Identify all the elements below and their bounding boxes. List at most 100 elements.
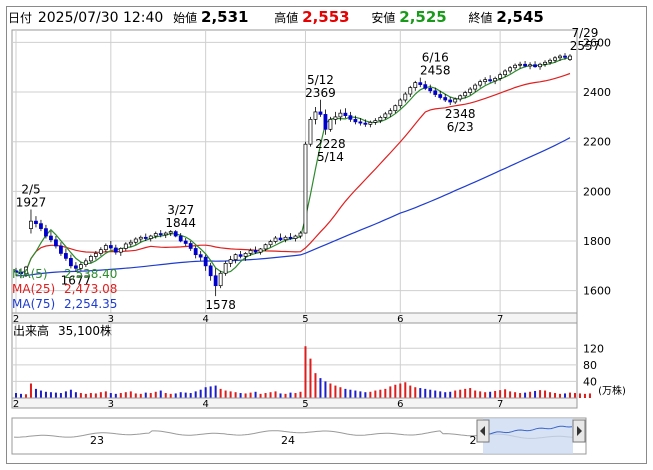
volume-bar	[159, 390, 162, 398]
candle	[188, 241, 193, 251]
candle	[198, 250, 203, 261]
volume-bar	[94, 393, 97, 398]
volume-bar	[344, 388, 347, 398]
month-strip-price	[11, 312, 578, 324]
candle	[123, 242, 128, 251]
volume-bar	[573, 393, 576, 398]
candle	[108, 241, 113, 250]
open-label: 始値	[173, 11, 198, 25]
candle	[413, 80, 418, 91]
volume-bar	[234, 392, 237, 398]
candle	[493, 76, 498, 85]
candle	[248, 248, 253, 256]
candle	[393, 104, 398, 114]
volume-panel	[11, 322, 578, 399]
candle	[273, 236, 278, 244]
volume-bar	[184, 392, 187, 398]
volume-bar	[144, 392, 147, 398]
price-tick-label: 2600	[583, 36, 611, 49]
volume-bar	[219, 388, 222, 398]
volume-bar	[514, 392, 517, 398]
volume-bar	[79, 393, 82, 398]
volume-bar	[254, 391, 257, 398]
candle	[233, 253, 238, 264]
candle	[433, 87, 438, 98]
candle	[163, 231, 168, 239]
candle	[508, 65, 513, 74]
svg-text:5/14: 5/14	[317, 150, 344, 164]
volume-bar	[414, 387, 417, 398]
candle	[44, 224, 48, 239]
candle	[263, 243, 268, 251]
month-label: 2	[13, 399, 19, 410]
candle	[298, 231, 303, 239]
ma5	[15, 56, 571, 274]
candle	[388, 108, 393, 117]
navigator-selection[interactable]	[483, 418, 573, 454]
volume-bar	[394, 384, 397, 398]
candle	[34, 216, 38, 228]
candle	[383, 111, 388, 120]
volume-bar	[439, 391, 442, 398]
ma5-legend-value: 2,538.40	[64, 267, 117, 281]
month-label: 6	[397, 399, 403, 410]
navigator-selection-line	[484, 425, 573, 435]
volume-bar	[89, 393, 92, 398]
volume-bar	[169, 393, 172, 398]
volume-bar	[504, 389, 507, 398]
volume-bar	[324, 381, 327, 398]
volume-bar	[334, 385, 337, 398]
svg-text:1677: 1677	[61, 274, 92, 288]
svg-text:6/16: 6/16	[422, 51, 449, 65]
svg-text:2557: 2557	[570, 39, 601, 53]
candle	[368, 120, 373, 128]
svg-text:5/12: 5/12	[307, 73, 334, 87]
volume-bar	[294, 393, 297, 398]
volume-bar	[299, 391, 302, 398]
candle	[498, 72, 503, 81]
volume-bar	[588, 393, 591, 398]
volume-bar	[154, 391, 157, 398]
price-panel	[11, 29, 578, 314]
candle	[49, 231, 53, 243]
candle	[438, 90, 443, 100]
candle	[19, 268, 23, 279]
candle	[538, 62, 542, 70]
volume-bar	[449, 391, 452, 398]
volume-bar	[444, 392, 447, 398]
candle	[218, 270, 223, 289]
volume-bar	[474, 390, 477, 398]
svg-text:2228: 2228	[315, 137, 346, 151]
month-label: 5	[302, 399, 308, 410]
candle	[548, 58, 552, 65]
candle	[568, 54, 572, 62]
volume-bar	[434, 390, 437, 398]
candle	[448, 97, 453, 105]
high-label: 高値	[274, 11, 299, 25]
candle	[193, 245, 198, 259]
volume-bar	[569, 392, 571, 398]
candle	[428, 84, 433, 94]
candle	[69, 254, 73, 269]
month-labels-volume: 2 3 4 5 6 7	[11, 397, 578, 410]
volume-bar	[69, 389, 72, 398]
volume-bar	[274, 391, 277, 398]
volume-bar	[349, 389, 352, 398]
open-value: 2,531	[201, 8, 249, 26]
candle-layer	[14, 53, 572, 297]
ma5-layer	[15, 56, 571, 274]
month-label: 3	[108, 399, 114, 410]
candle	[488, 75, 493, 83]
volume-bar	[564, 393, 567, 398]
price-tick-label: 2400	[583, 86, 611, 99]
volume-bar	[249, 392, 252, 398]
price-header: 日付 2025/07/30 12:40 始値 2,531 高値 2,553 安値…	[8, 8, 544, 30]
volume-bar	[419, 388, 422, 398]
volume-bar	[489, 391, 492, 398]
month-label: 2	[13, 314, 19, 325]
